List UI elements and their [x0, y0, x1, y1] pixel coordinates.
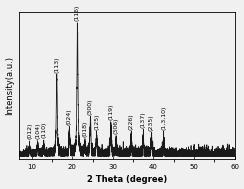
Text: (1,3,10): (1,3,10) [161, 105, 166, 130]
Text: (119): (119) [108, 104, 113, 120]
Text: (116): (116) [75, 5, 80, 21]
X-axis label: 2 Theta (degree): 2 Theta (degree) [87, 175, 167, 184]
Text: (226): (226) [129, 113, 133, 130]
Text: (110): (110) [41, 122, 46, 139]
Text: (137): (137) [141, 111, 146, 128]
Text: (012): (012) [27, 123, 32, 139]
Text: (125): (125) [94, 113, 99, 130]
Text: (024): (024) [67, 108, 72, 125]
Text: (306): (306) [113, 118, 119, 134]
Text: (235): (235) [149, 114, 154, 131]
Text: (300): (300) [88, 98, 93, 115]
Text: (104): (104) [35, 123, 40, 139]
Text: (018): (018) [82, 121, 87, 137]
Y-axis label: Intensity(a.u.): Intensity(a.u.) [5, 56, 14, 115]
Text: (113): (113) [54, 56, 59, 73]
